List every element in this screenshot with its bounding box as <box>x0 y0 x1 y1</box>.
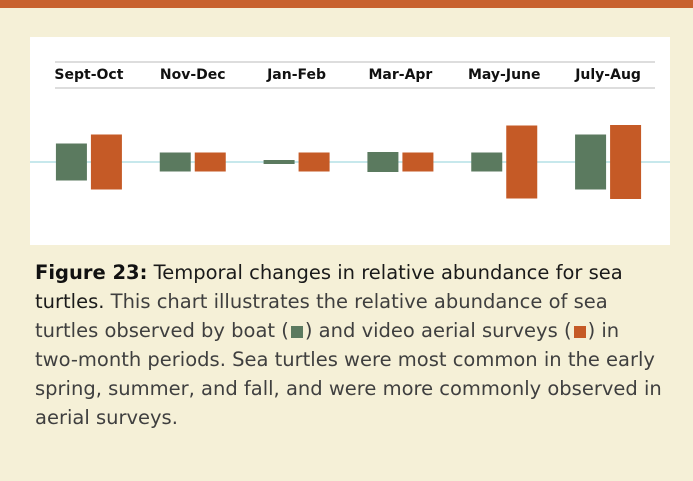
boat-swatch <box>290 326 303 338</box>
caption: Figure 23: Temporal changes in relative … <box>35 258 665 432</box>
category-label: Nov-Dec <box>160 67 226 83</box>
caption-text: This chart illustrates the relative abun… <box>35 290 608 342</box>
bar <box>194 152 226 172</box>
category-label: Jan-Feb <box>266 67 326 83</box>
category-label: Sept-Oct <box>54 67 123 83</box>
top-bar <box>0 0 693 8</box>
bar <box>263 160 295 164</box>
caption-text: ) in two-month periods. Sea turtles were… <box>35 319 662 429</box>
bar <box>506 125 538 199</box>
bar <box>471 152 503 172</box>
bar <box>159 152 191 172</box>
bar <box>90 134 122 190</box>
bar <box>298 152 330 172</box>
category-label: Mar-Apr <box>368 67 432 83</box>
category-label: May-June <box>468 67 541 83</box>
caption-text: ) and video aerial surveys ( <box>304 319 572 342</box>
chart-panel <box>30 37 670 245</box>
aerial-swatch <box>573 326 586 338</box>
chart: Sept-Oct Nov-Dec Jan-Feb Mar-Apr May-June Jul… <box>30 61 670 199</box>
bar <box>55 143 87 181</box>
category-label: July-Aug <box>574 67 641 83</box>
bar <box>402 152 434 172</box>
figure-title: Temporal changes in relative abundance f… <box>35 261 623 313</box>
bar <box>367 152 399 172</box>
bar <box>575 134 607 190</box>
figure-label: Figure 23: <box>35 261 148 284</box>
bar <box>610 125 642 199</box>
